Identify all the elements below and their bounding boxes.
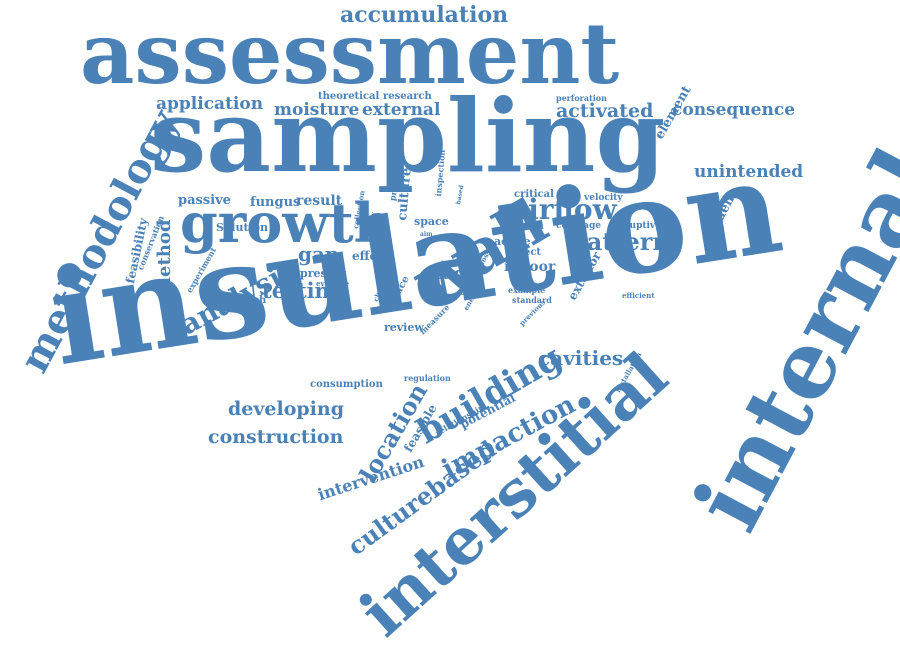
word-efficient: efficient — [622, 292, 655, 299]
word-study: study — [424, 266, 476, 283]
word-space: space — [414, 216, 449, 227]
word-effect: effect — [352, 250, 390, 262]
word-theoretical: theoretical — [318, 92, 379, 102]
word-consequence: consequence — [672, 102, 795, 119]
word-indoor: indoor — [504, 260, 555, 274]
word-gap: gap — [298, 244, 339, 264]
word-pattern: pattern — [570, 230, 670, 254]
word-moisture: moisture — [274, 102, 359, 119]
word-result: result — [296, 194, 342, 208]
word-aim: aim — [420, 232, 433, 238]
word-developing: developing — [228, 400, 344, 419]
word-fungus: fungus — [250, 196, 300, 209]
word-application: application — [156, 96, 263, 113]
word-detect: detect — [506, 248, 541, 258]
word-external: external — [362, 102, 440, 119]
word-construction: construction — [208, 428, 343, 447]
word-coverage: coverage — [556, 222, 601, 231]
word-regulation: regulation — [404, 374, 451, 382]
word-accumulation: accumulation — [340, 4, 508, 26]
word-approach: approach — [214, 296, 266, 306]
word-research: research — [383, 92, 432, 102]
word-velocity: velocity — [584, 194, 623, 203]
word-consumption: consumption — [310, 380, 383, 390]
word-disruptive: disruptive — [610, 222, 661, 231]
word-active: active — [494, 236, 530, 247]
word-activated: activated — [556, 102, 653, 121]
word-unintended: unintended — [694, 164, 803, 181]
word-perforation: perforation — [556, 94, 607, 102]
word-passive: passive — [178, 194, 231, 207]
word-solution: Solution — [216, 222, 268, 233]
word-present: present — [300, 268, 347, 279]
word-evaluate: evaluate — [316, 280, 349, 287]
word-protocol: protocol — [506, 222, 543, 230]
word-cloud: assessment sampling insulation internal … — [0, 0, 900, 617]
word-example: example — [508, 286, 545, 294]
word-critical: critical — [514, 190, 554, 200]
